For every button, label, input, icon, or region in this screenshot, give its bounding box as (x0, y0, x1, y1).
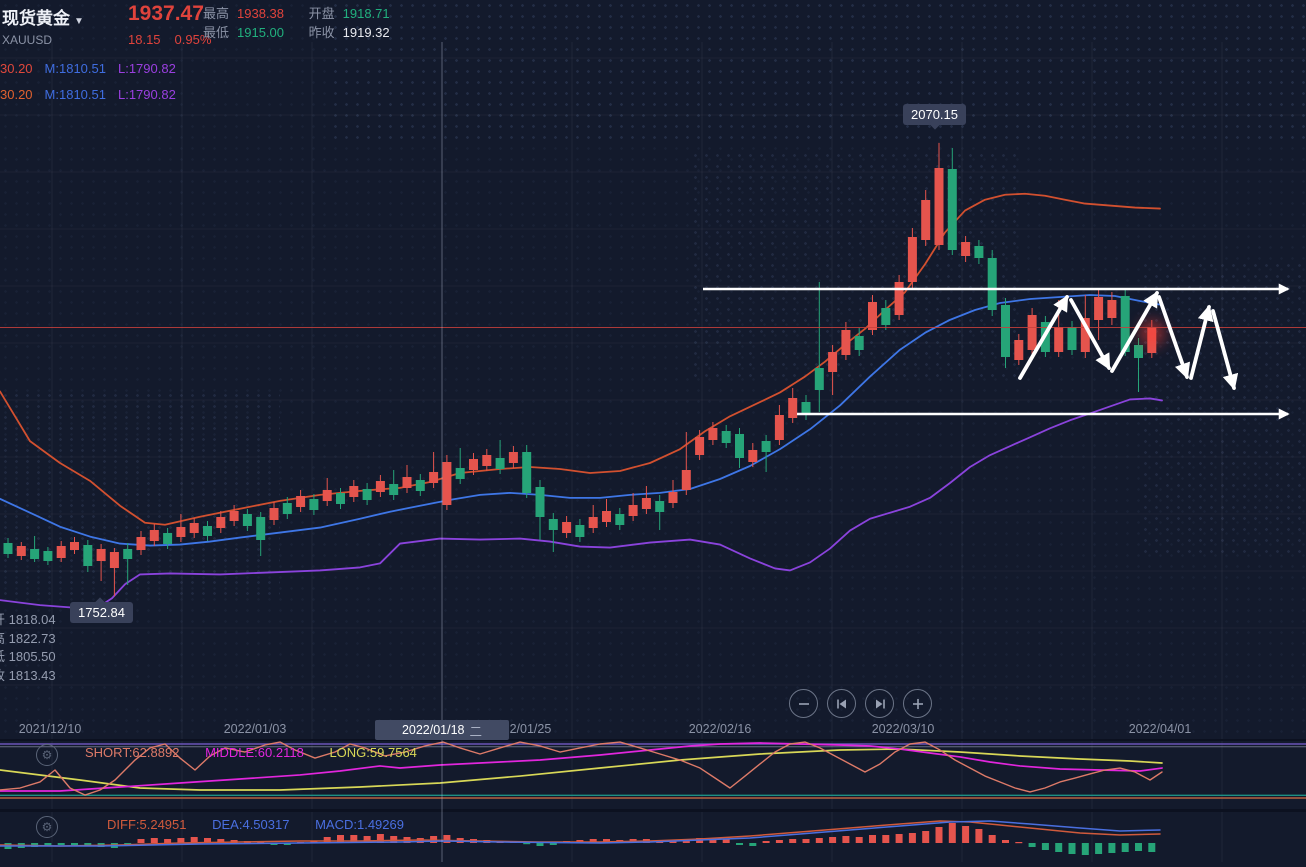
instrument-header[interactable]: 现货黄金 ▼ XAUUSD (2, 4, 84, 47)
ohlc-stats: 最高 1938.38 开盘 1918.71 最低 1915.00 昨收 1919.32 (203, 4, 405, 42)
boll-upper: 30.20 (0, 87, 33, 102)
stoch-middle-readout: MIDDLE:60.2118 (205, 745, 304, 760)
boll-middle: M:1810.51 (44, 87, 106, 102)
boll-upper: 30.20 (0, 61, 33, 76)
boll-readout-row: 30.20 M:1810.51 L:1790.82 (0, 87, 176, 102)
grid-lines (0, 42, 1306, 862)
change-value: 18.15 (128, 32, 161, 47)
boll-readout-row: 30.20 M:1810.51 L:1790.82 (0, 61, 176, 76)
candlesticks (3, 142, 1165, 597)
x-axis-date-label: 2022/04/01 (1128, 722, 1192, 736)
stoch-short-readout: SHORT:62.8892 (85, 745, 180, 760)
stochastic-panel-plot (0, 741, 1306, 799)
skip-start-icon (836, 699, 846, 708)
x-axis-date-label: 2021/12/10 (18, 722, 82, 736)
legend-row: 开 1818.04 (0, 612, 56, 627)
skip-to-start-button[interactable] (827, 689, 856, 718)
stat-label: 最高 (203, 6, 230, 21)
left-ohlc-legend: 开 1818.04 高 1822.73 低 1805.50 收 1813.43 (0, 611, 56, 685)
macd-panel-plot (0, 820, 1161, 855)
zoom-out-button[interactable] (789, 689, 818, 718)
skip-to-end-button[interactable] (865, 689, 894, 718)
macd-value-readout: MACD:1.49269 (315, 817, 404, 832)
boll-middle: M:1810.51 (44, 61, 106, 76)
stat-value: 1938.38 (237, 6, 284, 21)
panel-separators (0, 739, 1306, 812)
x-axis-date-label: 2022/01/03 (223, 722, 287, 736)
price-block: 1937.47 18.15 0.95% (128, 2, 225, 47)
stat-value: 1919.32 (342, 25, 390, 40)
instrument-title[interactable]: 现货黄金 (2, 9, 70, 28)
legend-row: 低 1805.50 (0, 649, 56, 664)
boll-lower: L:1790.82 (117, 87, 176, 102)
x-axis-date-label: 2022/03/10 (871, 722, 935, 736)
selected-date-badge: 2022/01/18 二 (375, 720, 509, 740)
boll-lower: L:1790.82 (117, 61, 176, 76)
chart-nav-controls (789, 689, 932, 718)
legend-row: 收 1813.43 (0, 667, 56, 683)
macd-diff-readout: DIFF:5.24951 (107, 817, 187, 832)
low-price-tooltip: 1752.84 (70, 597, 133, 623)
moving-average-lines (0, 192, 1163, 610)
weekday-label: 二 (469, 724, 483, 739)
trendline-annotations (703, 283, 1290, 420)
price-change: 18.15 0.95% (128, 32, 225, 47)
peak-price-tooltip: 2070.15 (903, 104, 966, 130)
macd-panel-labels: DIFF:5.24951 DEA:4.50317 MACD:1.49269 (107, 817, 404, 832)
stat-value: 1915.00 (237, 25, 284, 40)
plus-icon (912, 698, 923, 709)
stochastic-settings-gear-icon[interactable]: ⚙ (36, 744, 58, 766)
stoch-long-readout: LONG:59.7564 (329, 745, 417, 760)
skip-end-icon (875, 699, 885, 708)
macd-dea-readout: DEA:4.50317 (212, 817, 290, 832)
legend-row: 高 1822.73 (0, 630, 56, 646)
stat-value: 1918.71 (342, 6, 390, 21)
zoom-in-button[interactable] (903, 689, 932, 718)
chevron-down-icon[interactable]: ▼ (74, 16, 84, 27)
stat-label: 最低 (203, 25, 230, 40)
stat-label: 昨收 (308, 25, 335, 40)
minus-icon (798, 702, 809, 705)
macd-settings-gear-icon[interactable]: ⚙ (36, 816, 58, 838)
stat-label: 开盘 (308, 6, 335, 21)
x-axis-date-label: 2022/02/16 (688, 722, 752, 736)
last-price: 1937.47 (128, 2, 204, 25)
change-percent: 0.95% (174, 32, 212, 47)
stochastic-panel-labels: SHORT:62.8892 MIDDLE:60.2118 LONG:59.756… (85, 745, 417, 760)
instrument-symbol: XAUUSD (2, 33, 53, 47)
